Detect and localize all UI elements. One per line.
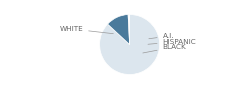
Text: HISPANIC: HISPANIC [148,38,196,44]
Wedge shape [129,14,130,44]
Wedge shape [108,14,130,44]
Wedge shape [100,14,160,74]
Text: BLACK: BLACK [143,44,186,53]
Wedge shape [128,14,130,44]
Text: WHITE: WHITE [59,26,113,34]
Text: A.I.: A.I. [149,33,174,39]
